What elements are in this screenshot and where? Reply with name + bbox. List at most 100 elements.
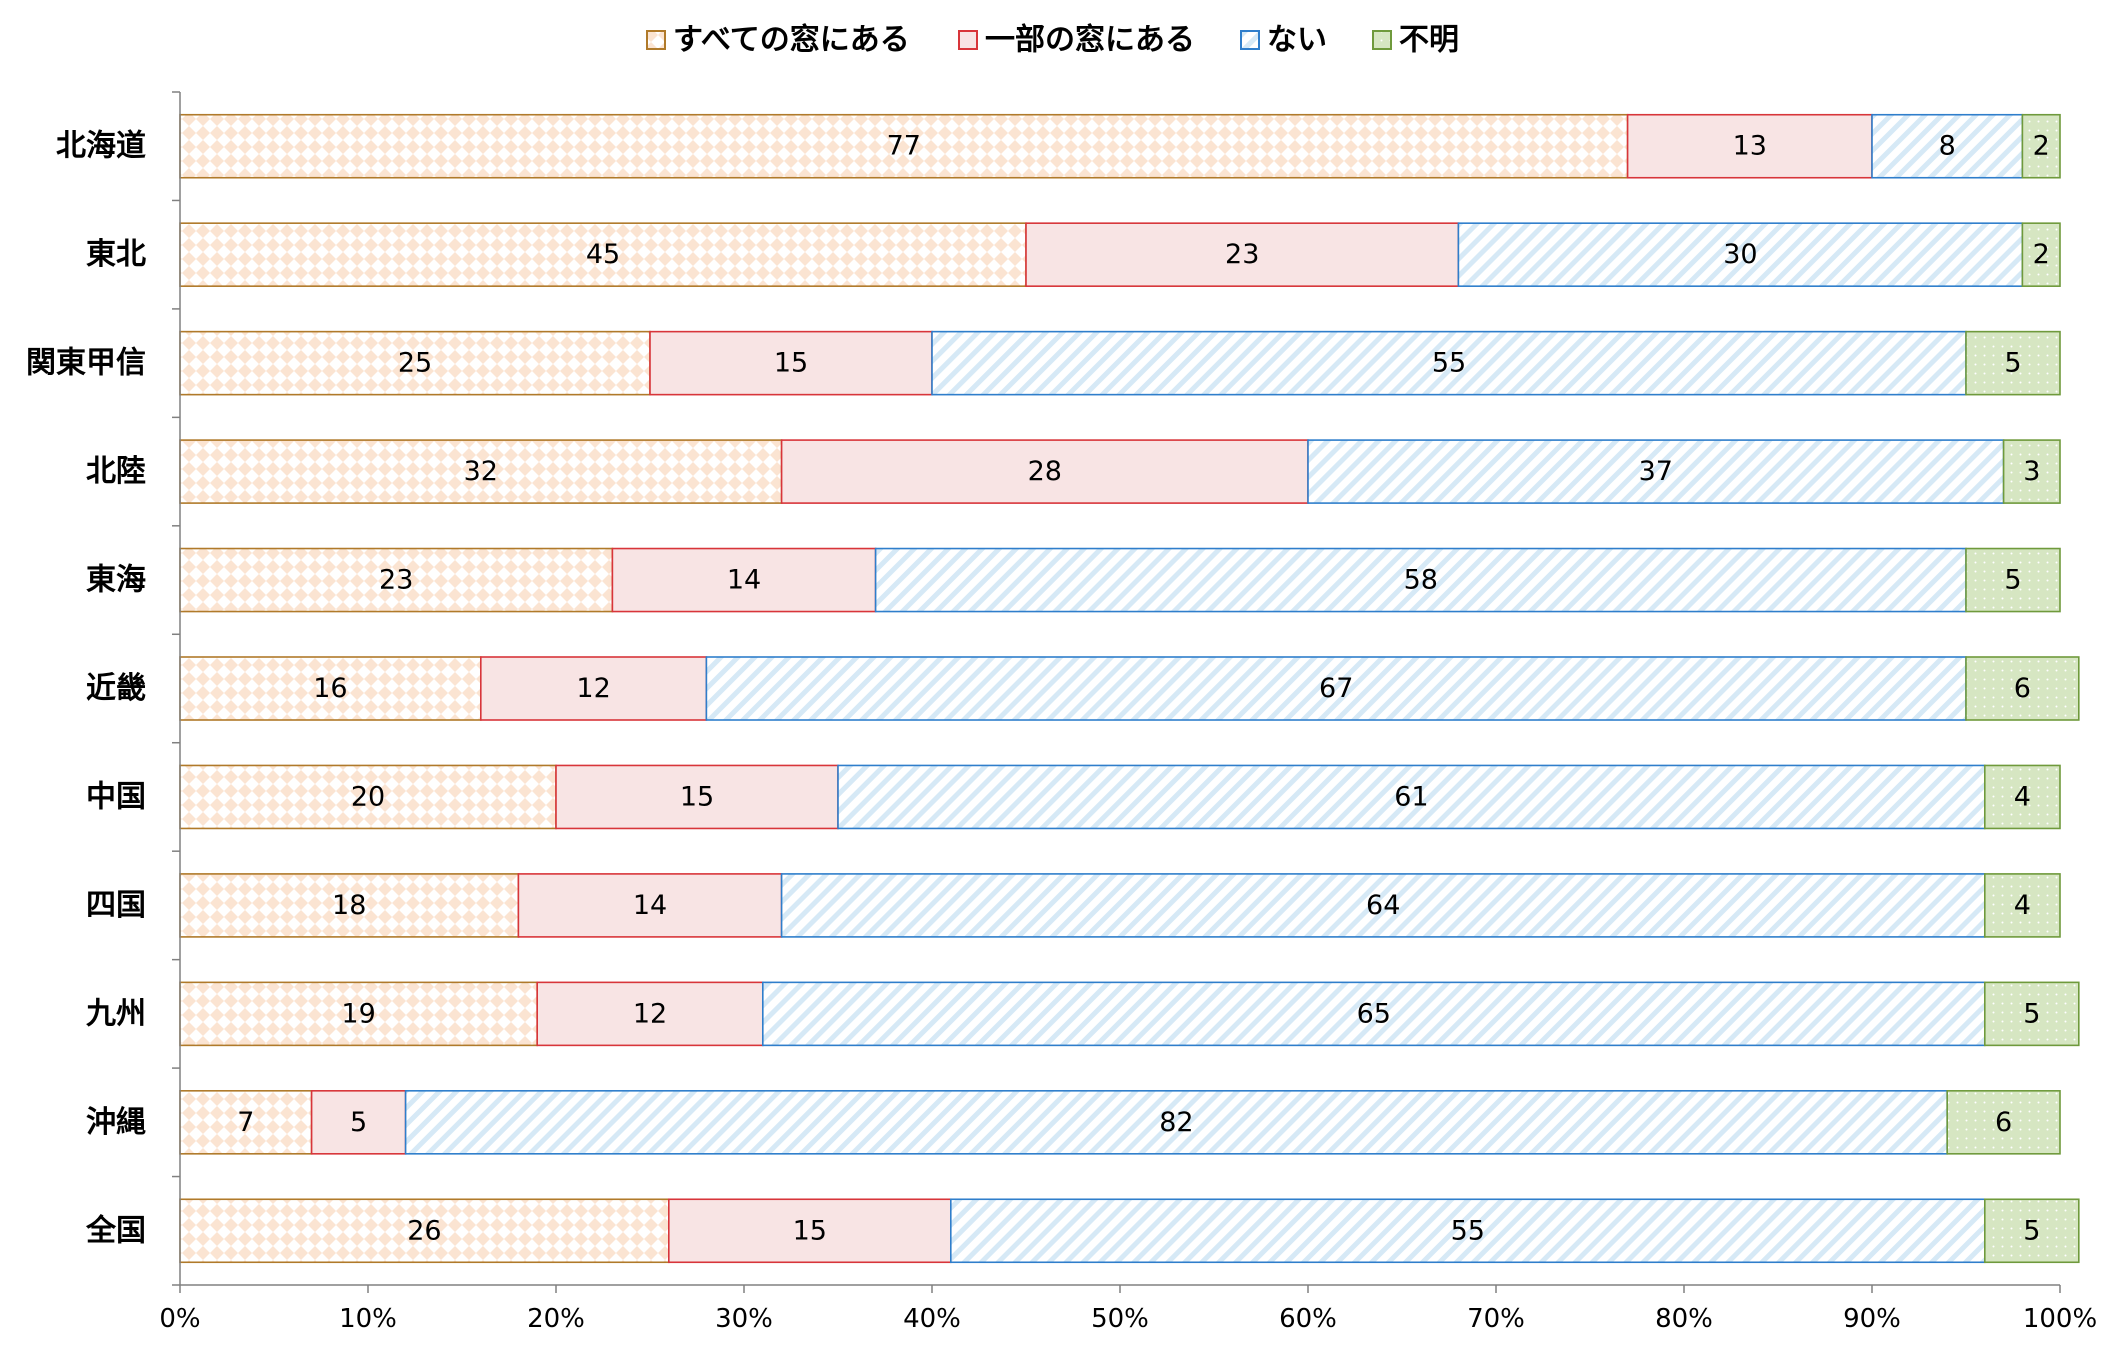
bar-segment: [179, 873, 520, 938]
legend-label: ない: [1267, 23, 1327, 58]
data-label: 45: [586, 239, 620, 270]
category-label: 東海: [86, 563, 146, 598]
bar-segment: [536, 981, 764, 1047]
category-label: 全国: [85, 1213, 146, 1248]
bar-segment: [1984, 764, 2061, 830]
bar-segment: [1984, 873, 2061, 938]
data-label: 23: [379, 565, 413, 596]
axes: [172, 91, 2061, 1293]
legend-swatch: [1372, 30, 1392, 50]
bar-segment: [1965, 547, 2061, 613]
data-label: 82: [1159, 1107, 1193, 1138]
bar-segment: [1984, 981, 2080, 1047]
bar-row: 77 13 8 2: [179, 113, 2061, 179]
x-tick-label: 20%: [527, 1304, 585, 1334]
data-label: 5: [2004, 348, 2021, 379]
category-label: 東北: [86, 237, 146, 272]
bar-segment: [761, 981, 1986, 1047]
legend-label: 不明: [1399, 23, 1459, 58]
legend-label: 一部の窓にある: [985, 23, 1195, 58]
bar-segment: [1025, 222, 1460, 287]
data-label: 32: [464, 456, 498, 487]
data-label: 4: [2014, 781, 2031, 812]
x-tick-label: 30%: [715, 1304, 773, 1334]
bar-segment: [667, 1198, 952, 1264]
bar-row: 20 15 61 4: [179, 764, 2061, 830]
bar-segment: [780, 439, 1309, 504]
bar-row: 26 15 55 5: [179, 1198, 2080, 1264]
bar-segment: [404, 1090, 1948, 1155]
data-label: 65: [1357, 998, 1391, 1029]
bar-segment: [479, 656, 708, 721]
legend-swatch: [1240, 30, 1260, 50]
data-label: 23: [1225, 239, 1259, 270]
bar-row: 45 23 30 2: [179, 222, 2061, 287]
bar-segment: [179, 1198, 670, 1264]
bar-segment: [179, 1090, 313, 1155]
data-label: 8: [1939, 131, 1956, 162]
x-tick-label: 80%: [1655, 1304, 1713, 1334]
x-tick-label: 90%: [1843, 1304, 1901, 1334]
data-label: 2: [2033, 131, 2050, 162]
bar-segment: [2021, 222, 2061, 287]
bar-segment: [1946, 1090, 2061, 1155]
data-label: 30: [1723, 239, 1757, 270]
legend-label: すべての窓にある: [673, 23, 910, 58]
data-label: 26: [407, 1215, 441, 1246]
data-label: 61: [1394, 781, 1428, 812]
bar-segment: [649, 330, 933, 396]
data-label: 2: [2033, 239, 2050, 270]
bar-segment: [179, 113, 1629, 179]
bar-segment: [1457, 222, 2024, 287]
category-label: 九州: [86, 996, 146, 1031]
data-label: 64: [1366, 890, 1400, 921]
bar-segment: [179, 439, 783, 504]
data-label: 7: [237, 1107, 254, 1138]
x-tick-label: 50%: [1091, 1304, 1149, 1334]
data-label: 13: [1733, 131, 1767, 162]
data-label: 12: [633, 998, 667, 1029]
bar-segment: [874, 547, 1967, 613]
bar-segment: [1871, 113, 2024, 179]
data-label: 5: [2023, 998, 2040, 1029]
x-tick-label: 0%: [159, 1304, 200, 1334]
x-tick-labels: 0% 10% 20% 30% 40% 50% 60% 70% 80% 90% 100%: [159, 1304, 2097, 1334]
bar-segment: [611, 547, 877, 613]
category-label: 沖縄: [86, 1105, 146, 1140]
bar-segment: [310, 1090, 407, 1155]
data-label: 3: [2023, 456, 2040, 487]
x-tick-label: 70%: [1467, 1304, 1525, 1334]
category-label: 関東甲信: [26, 346, 146, 381]
x-tick-label: 10%: [339, 1304, 397, 1334]
data-label: 58: [1404, 565, 1438, 596]
legend: すべての窓にある 一部の窓にある ない 不明: [646, 23, 1459, 58]
bar-segment: [1626, 113, 1873, 179]
data-label: 15: [680, 781, 714, 812]
data-label: 14: [633, 890, 667, 921]
data-label: 14: [727, 565, 761, 596]
bar-segment: [705, 656, 1967, 721]
bar-row: 7 5 82 6: [179, 1090, 2061, 1155]
data-label: 5: [350, 1107, 367, 1138]
data-label: 28: [1028, 456, 1062, 487]
data-label: 55: [1451, 1215, 1485, 1246]
data-label: 6: [1995, 1107, 2012, 1138]
bar-segment: [1984, 1198, 2080, 1264]
bar-segment: [179, 764, 557, 830]
x-tick-label: 100%: [2023, 1304, 2097, 1334]
x-tick-label: 60%: [1279, 1304, 1337, 1334]
bars: 77 13 8 245 23 30 225 15 55 532 28 37 323 14 58 516 12 67…: [179, 113, 2080, 1264]
bar-row: 16 12 67 6: [179, 656, 2080, 721]
data-label: 15: [793, 1215, 827, 1246]
data-label: 19: [341, 998, 375, 1029]
data-label: 37: [1639, 456, 1673, 487]
legend-swatch: [646, 30, 666, 50]
legend-item: 一部の窓にある: [958, 23, 1195, 58]
data-label: 55: [1432, 348, 1466, 379]
x-tick-label: 40%: [903, 1304, 961, 1334]
bar-segment: [179, 656, 482, 721]
category-label: 四国: [86, 888, 146, 923]
data-label: 16: [313, 673, 347, 704]
